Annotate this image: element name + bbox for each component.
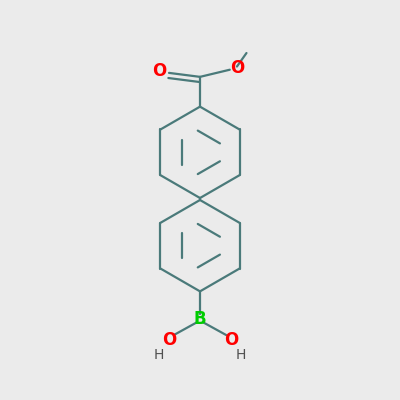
Text: B: B [194, 310, 206, 328]
Text: O: O [162, 331, 176, 349]
Text: O: O [152, 62, 166, 80]
Text: H: H [154, 348, 164, 362]
Text: O: O [224, 331, 238, 349]
Text: H: H [236, 348, 246, 362]
Text: O: O [230, 59, 244, 77]
